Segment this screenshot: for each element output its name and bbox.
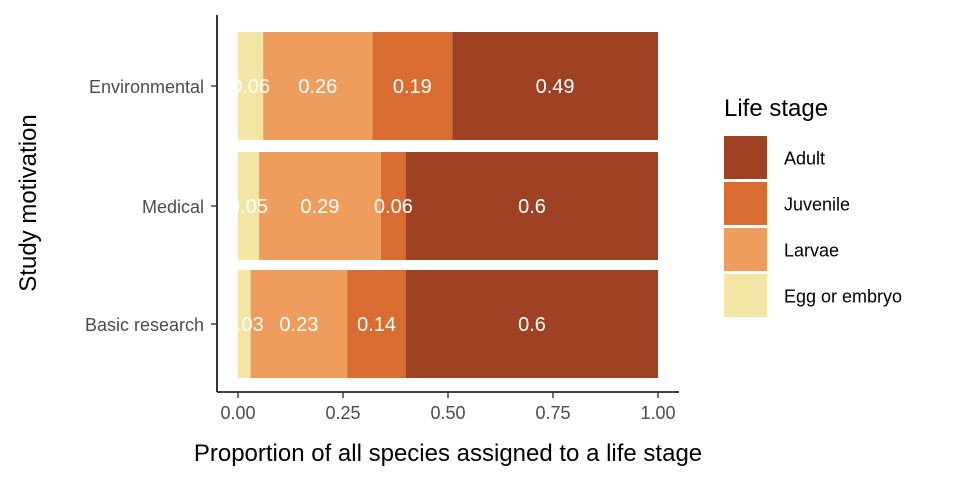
legend-label-adult: Adult [784, 149, 825, 169]
data-label-basic-research-larvae: 0.23 [279, 314, 318, 336]
data-label-basic-research-adult: 0.6 [518, 314, 546, 336]
data-label-environmental-adult: 0.49 [536, 76, 575, 98]
y-ticks-layer: Environmental Medical Basic research [85, 77, 217, 335]
x-tick-label-3: 0.75 [535, 403, 570, 423]
legend-label-larvae: Larvae [784, 241, 839, 261]
data-label-basic-research-juvenile: 0.14 [357, 314, 396, 336]
legend-swatch-juvenile [724, 182, 767, 225]
x-axis-title: Proportion of all species assigned to a … [194, 440, 702, 467]
data-label-environmental-juvenile: 0.19 [393, 76, 432, 98]
legend-label-egg-or-embryo: Egg or embryo [784, 287, 902, 307]
x-ticks-layer: 0.00 0.25 0.50 0.75 1.00 [220, 392, 676, 423]
bar-basic-research-larvae [250, 270, 348, 378]
bar-basic-research-juvenile [347, 270, 406, 378]
legend: Life stage Adult Juvenile Larvae Egg or emb… [724, 95, 902, 317]
bar-medical-egg-or-embryo [238, 152, 259, 260]
x-tick-label-2: 0.50 [430, 403, 465, 423]
data-label-environmental-larvae: 0.26 [298, 76, 337, 98]
y-tick-label-basic-research: Basic research [85, 315, 204, 335]
bar-environmental-egg-or-embryo [238, 32, 264, 140]
bar-basic-research-adult [406, 270, 658, 378]
legend-swatch-adult [724, 136, 767, 179]
x-tick-label-1: 0.25 [325, 403, 360, 423]
data-label-medical-larvae: 0.29 [300, 196, 339, 218]
data-labels-layer: 0.06 0.26 0.19 0.49 0.05 0.29 0.06 0.6 0.03 0.23 0… [225, 76, 575, 336]
data-label-environmental-egg-or-embryo: 0.06 [231, 76, 270, 98]
data-label-medical-egg-or-embryo: 0.05 [229, 196, 268, 218]
bar-environmental-larvae [263, 32, 373, 140]
data-label-medical-juvenile: 0.06 [374, 196, 413, 218]
y-tick-label-medical: Medical [142, 197, 204, 217]
data-label-basic-research-egg-or-embryo: 0.03 [225, 314, 264, 336]
bar-environmental-juvenile [372, 32, 453, 140]
legend-swatch-egg-or-embryo [724, 274, 767, 317]
legend-label-juvenile: Juvenile [784, 195, 850, 215]
legend-swatch-larvae [724, 228, 767, 271]
x-tick-label-0: 0.00 [220, 403, 255, 423]
bar-basic-research-egg-or-embryo [238, 270, 251, 378]
bar-medical-larvae [259, 152, 381, 260]
y-axis-title: Study motivation [15, 114, 42, 291]
bar-medical-juvenile [380, 152, 406, 260]
bar-environmental-adult [452, 32, 658, 140]
x-tick-label-4: 1.00 [640, 403, 675, 423]
bar-medical-adult [406, 152, 658, 260]
legend-title: Life stage [724, 95, 828, 122]
bars-layer [238, 32, 658, 378]
y-tick-label-environmental: Environmental [89, 77, 204, 97]
data-label-medical-adult: 0.6 [518, 196, 546, 218]
